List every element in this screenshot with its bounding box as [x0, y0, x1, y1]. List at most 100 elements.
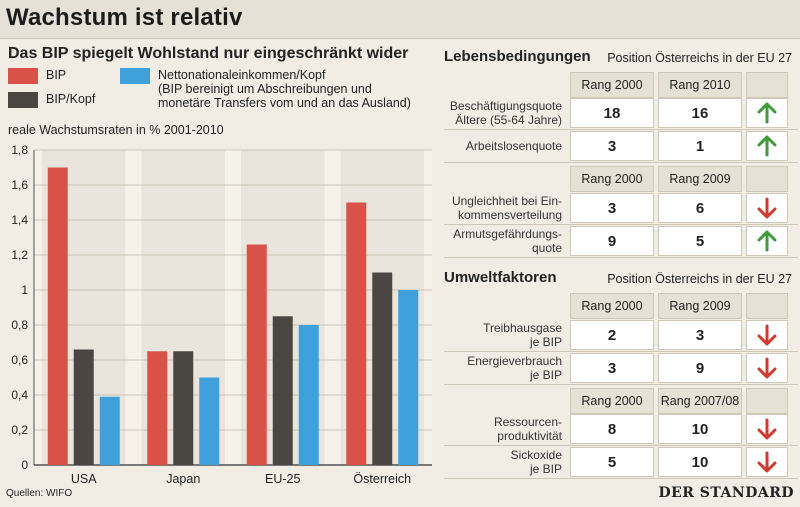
rank-value: 10 — [658, 414, 742, 444]
row-label-line2: je BIP — [529, 462, 562, 476]
x-tick-label: Österreich — [353, 472, 411, 486]
y-tick-label: 0,4 — [11, 388, 28, 402]
y-tick-label: 0,8 — [11, 318, 28, 332]
rank-value: 9 — [658, 353, 742, 383]
chart-title: Das BIP spiegelt Wohlstand nur eingeschr… — [8, 45, 409, 62]
rank-header: Rang 2000 — [570, 72, 654, 98]
arrow-up-icon — [757, 135, 777, 157]
rank-value: 2 — [570, 320, 654, 350]
row-divider — [444, 162, 798, 163]
rank-value: 10 — [658, 447, 742, 477]
legend-nni-line2: (BIP bereinigt um Abschreibungen und — [158, 82, 372, 96]
bar — [173, 351, 194, 465]
y-tick-label: 1,8 — [11, 143, 28, 157]
row-label-line1: Energieverbrauch — [467, 354, 562, 368]
arrow-down-icon — [757, 324, 777, 346]
legend-nni-line3: monetäre Transfers vom und an das Auslan… — [158, 96, 411, 110]
row-label: Beschäftigungsquote Ältere (55-64 Jahre) — [444, 99, 562, 127]
bar — [199, 377, 220, 465]
rank-value: 5 — [658, 226, 742, 256]
trend-header — [746, 293, 788, 319]
rank-value: 6 — [658, 193, 742, 223]
row-label: Treibhausgase je BIP — [444, 321, 562, 349]
rank-header: Rang 2009 — [658, 166, 742, 192]
row-label-line1: Treibhausgase — [483, 321, 562, 335]
legend-nni-line1: Nettonationaleinkommen/Kopf — [158, 68, 326, 82]
row-label-line2: je BIP — [529, 368, 562, 382]
brand-logo: DER STANDARD — [658, 485, 794, 501]
row-label-line2: quote — [531, 241, 562, 255]
row-label: Sickoxide je BIP — [444, 448, 562, 476]
arrow-down-icon — [757, 451, 777, 473]
row-label: Armutsgefährdungs-quote — [444, 227, 562, 255]
trend-cell — [746, 320, 788, 350]
rank-header: Rang 2007/08 — [658, 388, 742, 414]
arrow-up-icon — [757, 102, 777, 124]
y-tick-label: 1 — [21, 283, 28, 297]
y-tick-label: 1,6 — [11, 178, 28, 192]
row-divider — [444, 351, 798, 352]
trend-cell — [746, 414, 788, 444]
trend-header — [746, 388, 788, 414]
legend-label-bip: BIP — [46, 68, 67, 82]
arrow-up-icon — [757, 230, 777, 252]
rank-header: Rang 2000 — [570, 166, 654, 192]
x-tick-label: USA — [71, 472, 97, 486]
bar — [47, 167, 68, 465]
lebensbedingungen-subtitle: Position Österreichs in der EU 27 — [607, 51, 792, 65]
bar — [147, 351, 168, 465]
umweltfaktoren-subtitle: Position Österreichs in der EU 27 — [607, 272, 792, 286]
arrow-down-icon — [757, 418, 777, 440]
row-label: Ungleichheit bei Ein-kommensverteilung — [444, 194, 562, 222]
umweltfaktoren-title: Umweltfaktoren — [444, 269, 557, 286]
row-divider — [444, 129, 798, 130]
rank-header: Rang 2000 — [570, 388, 654, 414]
rank-header: Rang 2010 — [658, 72, 742, 98]
bar — [99, 396, 120, 465]
bar — [372, 272, 393, 465]
legend-item-nni: Nettonationaleinkommen/Kopf (BIP bereini… — [120, 68, 420, 112]
row-label-line2: Ältere (55-64 Jahre) — [455, 113, 562, 127]
trend-cell — [746, 193, 788, 223]
legend-item-bip-kopf: BIP/Kopf — [8, 92, 118, 108]
trend-header — [746, 166, 788, 192]
legend-swatch-bip — [8, 68, 38, 84]
rank-value: 16 — [658, 98, 742, 128]
x-tick-label: Japan — [166, 472, 200, 486]
row-divider — [444, 257, 798, 258]
rank-value: 3 — [570, 193, 654, 223]
row-label-line2: produktivität — [497, 429, 562, 443]
page-title: Wachstum ist relativ — [6, 4, 243, 31]
y-tick-label: 1,4 — [11, 213, 28, 227]
rank-header: Rang 2000 — [570, 293, 654, 319]
y-tick-label: 0,2 — [11, 423, 28, 437]
rank-value: 3 — [658, 320, 742, 350]
y-tick-label: 1,2 — [11, 248, 28, 262]
y-tick-label: 0,6 — [11, 353, 28, 367]
legend-swatch-nni — [120, 68, 150, 84]
trend-cell — [746, 447, 788, 477]
bar — [272, 316, 293, 465]
legend-swatch-bip-kopf — [8, 92, 38, 108]
row-label: Arbeitslosenquote — [444, 139, 562, 153]
row-label-line1: Ungleichheit bei Ein- — [451, 194, 562, 208]
source-note: Quellen: WIFO — [6, 488, 73, 499]
rank-header: Rang 2009 — [658, 293, 742, 319]
legend-label-nni: Nettonationaleinkommen/Kopf (BIP bereini… — [158, 68, 411, 110]
rank-value: 3 — [570, 353, 654, 383]
rank-value: 3 — [570, 131, 654, 161]
bar-chart: 0 0,2 0,4 0,6 0,8 1 1,2 1,4 1,6 1,8 USA Japan EU-25 Ö… — [11, 143, 432, 486]
arrow-down-icon — [757, 197, 777, 219]
bar — [73, 349, 94, 465]
row-label: Energieverbrauch je BIP — [444, 354, 562, 382]
trend-cell — [746, 226, 788, 256]
legend-item-bip: BIP — [8, 68, 118, 84]
bar — [346, 202, 367, 465]
arrow-down-icon — [757, 357, 777, 379]
row-divider — [444, 445, 798, 446]
rank-value: 8 — [570, 414, 654, 444]
bar — [298, 325, 319, 465]
rank-value: 18 — [570, 98, 654, 128]
row-label-line1: Ressourcen- — [493, 415, 562, 429]
row-label-line2: je BIP — [529, 335, 562, 349]
